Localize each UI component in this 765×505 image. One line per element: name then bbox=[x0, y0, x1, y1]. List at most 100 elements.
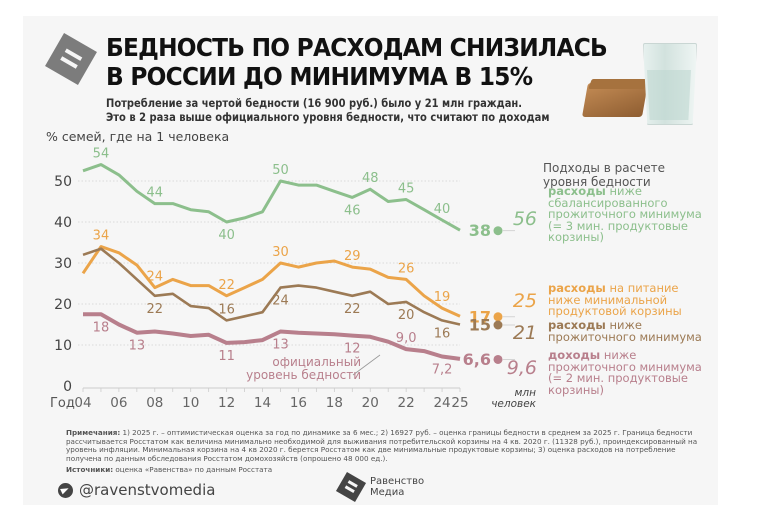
series-line bbox=[82, 247, 461, 326]
legend-millions-value: 9,6 bbox=[506, 357, 537, 379]
x-tick-label: 25 bbox=[451, 395, 468, 411]
legend-item-bold: расходы bbox=[548, 184, 606, 198]
subtitle: Потребление за чертой бедности (16 900 р… bbox=[106, 97, 549, 125]
x-axis-label: Год bbox=[50, 396, 75, 411]
data-label: 45 bbox=[398, 181, 415, 196]
subtitle-line-1: Потребление за чертой бедности (16 900 р… bbox=[106, 97, 523, 110]
x-tick-label: 12 bbox=[218, 395, 235, 411]
legend-item-bold: доходы bbox=[548, 348, 601, 362]
title-line-1: БЕДНОСТЬ ПО РАСХОДАМ СНИЗИЛАСЬ bbox=[106, 33, 608, 62]
data-label: 24 bbox=[272, 294, 289, 309]
data-label: 34 bbox=[93, 229, 110, 244]
data-label: 26 bbox=[398, 261, 415, 276]
end-marker-dot bbox=[493, 312, 503, 322]
legend-title-line-2: уровня бедности bbox=[543, 175, 651, 189]
legend-item: расходы ниже прожиточного минимума bbox=[548, 318, 702, 344]
end-marker-dot bbox=[493, 226, 503, 236]
data-label: 24 bbox=[147, 270, 164, 285]
data-label: 20 bbox=[398, 308, 415, 323]
end-marker-dot bbox=[493, 354, 503, 364]
legend-item: расходы ниже сбалансированного прожиточног… bbox=[548, 184, 702, 244]
series-lines bbox=[81, 163, 461, 361]
data-label: 16 bbox=[434, 326, 451, 341]
legend-item-text: сбалансированного bbox=[548, 195, 668, 210]
x-tick-label: 04 bbox=[74, 395, 91, 411]
legend-millions-value: 56 bbox=[512, 208, 537, 230]
series-line bbox=[83, 312, 461, 361]
brand-name-line-1: Равенство bbox=[370, 476, 425, 487]
end-value-label: 15 bbox=[469, 316, 491, 335]
unit-label: млн человек bbox=[490, 388, 536, 410]
legend-item-text: прожиточного минимума bbox=[548, 329, 702, 344]
y-tick-label: 10 bbox=[54, 338, 72, 354]
legend-millions-value: 21 bbox=[512, 322, 537, 344]
legend-item-text: на питание bbox=[605, 281, 679, 295]
data-label: 18 bbox=[93, 320, 110, 335]
sources-text: оценка «Равенства» по данным Росстата bbox=[113, 465, 273, 474]
legend-item-bold: расходы bbox=[548, 318, 606, 332]
x-tick-label: 10 bbox=[182, 395, 199, 411]
page-title: БЕДНОСТЬ ПО РАСХОДАМ СНИЗИЛАСЬ В РОССИИ … bbox=[106, 33, 608, 91]
data-label: 40 bbox=[434, 202, 451, 217]
end-marker-dot bbox=[493, 320, 503, 330]
title-line-2: В РОССИИ ДО МИНИМУМА В 15% bbox=[106, 62, 533, 91]
annotation-leader-line bbox=[352, 354, 381, 376]
legend-item-text: корзины) bbox=[548, 230, 604, 244]
x-tick-label: 14 bbox=[254, 395, 271, 411]
y-tick-label: 50 bbox=[54, 174, 72, 190]
data-label: 29 bbox=[344, 249, 361, 264]
brand-equals-icon bbox=[335, 471, 367, 503]
y-tick-label: 0 bbox=[63, 379, 72, 395]
legend-item-text: (= 3 мин. продуктовые bbox=[548, 218, 688, 233]
legend-item-text: ниже bbox=[600, 348, 637, 362]
x-tick-label: 18 bbox=[326, 395, 343, 411]
x-tick-label: 20 bbox=[362, 395, 379, 411]
legend-item-text: прожиточного минимума bbox=[548, 359, 702, 374]
data-label: 22 bbox=[218, 278, 235, 293]
x-tick-label: 08 bbox=[146, 395, 163, 411]
unit-line-2: человек bbox=[491, 398, 536, 410]
subtitle-line-2: Это в 2 раза выше официального уровня бе… bbox=[106, 111, 550, 124]
data-label: 9,0 bbox=[396, 331, 417, 346]
telegram-handle[interactable]: @ravenstvomedia bbox=[79, 481, 216, 499]
data-label: 30 bbox=[272, 245, 289, 260]
data-label: 13 bbox=[272, 337, 289, 352]
data-label: 22 bbox=[147, 302, 164, 317]
x-tick-label: 16 bbox=[290, 395, 307, 411]
telegram-link[interactable]: @ravenstvomedia bbox=[58, 481, 215, 499]
series-line bbox=[82, 163, 461, 232]
annotation-official-line-2: уровень бедности bbox=[246, 368, 361, 382]
legend-item-text: корзины) bbox=[548, 382, 604, 397]
unit-line-1: млн bbox=[514, 387, 537, 399]
x-tick-label: 22 bbox=[398, 395, 415, 411]
legend-item-text: (= 2 мин. продуктовые bbox=[548, 371, 688, 385]
y-tick-label: 30 bbox=[54, 256, 72, 272]
notes: Примечания: 1) 2025 г. – оптимистическая… bbox=[66, 428, 706, 463]
legend-item: расходы на питание ниже минимальной продук… bbox=[548, 281, 682, 318]
legend-item: доходы ниже прожиточного минимума (= 2 мин… bbox=[548, 348, 702, 397]
data-label: 40 bbox=[218, 228, 235, 243]
series-line bbox=[81, 245, 461, 318]
legend-item-bold: расходы bbox=[548, 281, 606, 295]
data-label: 11 bbox=[218, 349, 235, 364]
brand-name-line-2: Медиа bbox=[370, 487, 405, 498]
x-tick-label: 06 bbox=[110, 395, 127, 411]
gridlines bbox=[78, 180, 460, 346]
legend-item-text: прожиточного минимума bbox=[548, 207, 702, 221]
data-label: 48 bbox=[362, 171, 379, 186]
legend-title-line-1: Подходы в расчете bbox=[543, 161, 665, 175]
legend-item-text: ниже bbox=[605, 318, 642, 332]
sources: Источники: оценка «Равенства» по данным … bbox=[66, 465, 272, 474]
annotation-official-line-1: официальный bbox=[272, 355, 361, 369]
legend-millions-value: 25 bbox=[512, 290, 537, 312]
data-label: 22 bbox=[344, 302, 361, 317]
y-axis-label: % семей, где на 1 человека bbox=[46, 129, 230, 144]
data-labels: 54 44 40 50 46 48 45 40 34 24 22 30 29 26 19 22 16 24 22 20… bbox=[93, 147, 453, 378]
x-tick-label: 24 bbox=[433, 395, 450, 411]
telegram-icon bbox=[58, 482, 73, 498]
data-label: 54 bbox=[93, 147, 110, 162]
end-value-label: 6,6 bbox=[463, 350, 491, 369]
